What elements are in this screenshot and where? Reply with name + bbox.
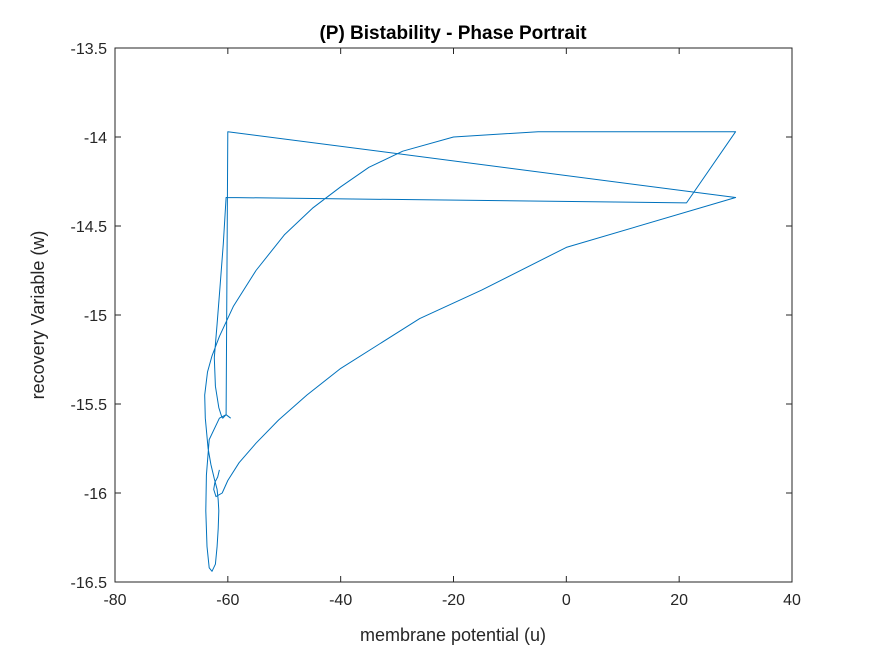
x-axis-label: membrane potential (u) bbox=[360, 625, 546, 645]
x-tick-label-1: -60 bbox=[216, 592, 239, 609]
y-tick-label-2: -15.5 bbox=[71, 397, 108, 414]
y-tick-label-3: -15 bbox=[84, 308, 107, 325]
y-ticks: -16.5 -16 -15.5 -15 -14.5 -14 -13.5 bbox=[71, 41, 792, 592]
x-tick-label-0: -80 bbox=[103, 592, 126, 609]
y-tick-label-6: -13.5 bbox=[71, 41, 108, 58]
x-ticks: -80 -60 -40 -20 0 20 40 bbox=[103, 48, 801, 609]
plot-background bbox=[115, 48, 792, 582]
x-tick-label-6: 40 bbox=[783, 592, 801, 609]
y-tick-label-0: -16.5 bbox=[71, 575, 108, 592]
x-tick-label-5: 20 bbox=[670, 592, 688, 609]
x-tick-label-4: 0 bbox=[562, 592, 571, 609]
y-tick-label-1: -16 bbox=[84, 486, 107, 503]
y-tick-label-4: -14.5 bbox=[71, 219, 108, 236]
x-tick-label-3: -20 bbox=[442, 592, 465, 609]
trajectory-line-0 bbox=[204, 131, 737, 572]
chart-title: (P) Bistability - Phase Portrait bbox=[319, 23, 587, 44]
x-tick-label-2: -40 bbox=[329, 592, 352, 609]
y-tick-label-5: -14 bbox=[84, 130, 107, 147]
y-axis-label: recovery Variable (w) bbox=[28, 231, 48, 400]
trajectory-layer bbox=[204, 131, 737, 572]
